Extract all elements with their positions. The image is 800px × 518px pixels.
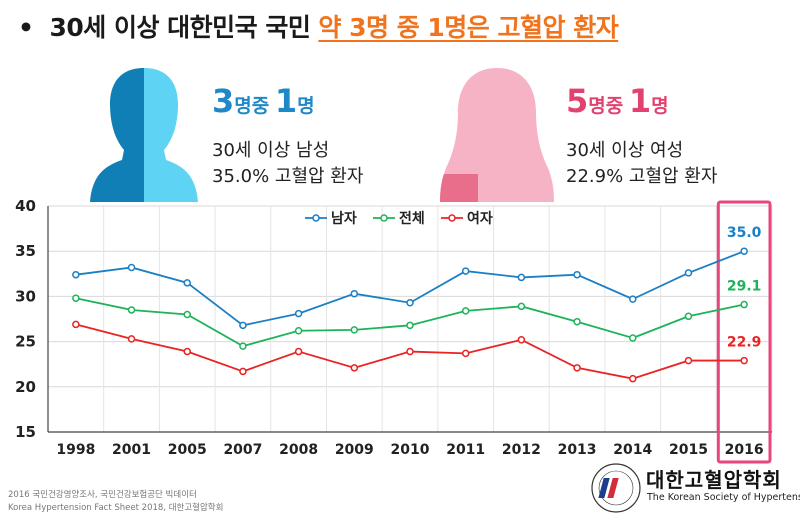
data-point [183, 310, 191, 319]
male-ratio-unit1: 명중 [234, 95, 270, 117]
legend-swatch-marker [312, 214, 320, 222]
data-point [573, 317, 581, 326]
data-point [127, 306, 136, 314]
female-ratio-unit1: 명중 [588, 95, 624, 117]
male-ratio-num1: 3 [212, 82, 235, 120]
source-note-2: Korea Hypertension Fact Sheet 2018, 대한고혈… [8, 503, 224, 513]
value-label: 22.9 [727, 335, 762, 351]
data-point [72, 270, 80, 279]
hypertension-line-chart: 15 20 25 30 35 40 1998 2001 2005 2007 2008 2009 2010… [15, 197, 773, 464]
female-ratio-num2: 1 [628, 82, 652, 120]
source-note-1: 2016 국민건강영양조사, 국민건강보험공단 빅데이터 [8, 490, 197, 500]
x-tick-label: 2015 [669, 442, 708, 458]
data-point [517, 273, 526, 282]
data-point [684, 312, 693, 321]
data-point [629, 334, 637, 342]
x-tick-label: 2008 [279, 442, 318, 458]
x-tick-label: 2005 [168, 442, 207, 458]
male-ratio-num2: 1 [274, 82, 298, 120]
male-desc-line2: 35.0% 고혈압 환자 [212, 166, 364, 187]
data-point [629, 374, 637, 383]
society-name-english: The Korean Society of Hypertension [647, 492, 800, 503]
female-desc-line2: 22.9% 고혈압 환자 [566, 166, 718, 187]
headline-prefix: 30세 이상 대한민국 국민 [49, 13, 311, 42]
data-point [517, 336, 526, 344]
y-tick-label: 40 [15, 197, 36, 215]
data-point [406, 347, 414, 356]
legend-label: 남자 [331, 210, 357, 227]
x-tick-label: 2016 [725, 442, 764, 458]
female-silhouette-icon [440, 68, 554, 202]
data-point [72, 320, 80, 329]
data-point [127, 263, 136, 272]
data-point [406, 298, 414, 307]
value-label: 29.1 [727, 279, 762, 295]
data-point [239, 367, 247, 376]
data-point [740, 247, 748, 255]
y-tick-label: 20 [15, 378, 36, 396]
y-tick-label: 15 [15, 423, 36, 441]
society-seal-icon [591, 463, 641, 513]
data-point [183, 347, 191, 356]
y-tick-label: 25 [15, 333, 36, 351]
data-point [684, 269, 693, 277]
male-ratio-unit2: 명 [297, 95, 315, 117]
data-point [684, 356, 693, 365]
female-ratio: 5명중 1명 [566, 82, 669, 120]
data-point [350, 289, 359, 298]
female-ratio-num1: 5 [566, 82, 589, 120]
male-desc-line1: 30세 이상 남성 [212, 140, 330, 161]
data-point [127, 335, 136, 343]
x-tick-label: 2009 [335, 442, 374, 458]
data-point [239, 321, 247, 330]
x-tick-label: 2007 [223, 442, 262, 458]
data-point [294, 327, 303, 335]
x-tick-label: 2013 [558, 442, 597, 458]
data-point [461, 267, 470, 275]
data-point [350, 326, 359, 334]
data-point [183, 279, 191, 287]
value-label: 35.0 [727, 225, 762, 241]
male-ratio: 3명중 1명 [212, 82, 315, 120]
legend-swatch-marker [380, 214, 388, 222]
page-headline: • 30세 이상 대한민국 국민 약 3명 중 1명은 고혈압 환자 [18, 8, 619, 48]
x-tick-label: 2010 [391, 442, 430, 458]
data-point [461, 307, 470, 315]
highlight-box-2016 [716, 200, 772, 464]
data-point [740, 356, 748, 365]
legend-swatch-marker [448, 214, 456, 222]
headline-highlight: 약 3명 중 1명은 고혈압 환자 [318, 13, 619, 42]
female-ratio-unit2: 명 [651, 95, 669, 117]
data-point [294, 347, 303, 356]
male-silhouette-icon [90, 68, 198, 202]
x-tick-label: 2014 [613, 442, 652, 458]
data-point [629, 295, 637, 303]
y-tick-label: 35 [15, 242, 36, 260]
data-point [239, 342, 247, 350]
data-point [294, 309, 303, 318]
data-point [461, 349, 470, 358]
data-point [72, 294, 80, 302]
x-tick-label: 1998 [56, 442, 95, 458]
data-point [517, 302, 526, 311]
female-desc-line1: 30세 이상 여성 [566, 140, 684, 161]
headline-bullet: • [18, 13, 34, 42]
x-tick-label: 2001 [112, 442, 151, 458]
legend-label: 여자 [467, 210, 493, 227]
y-tick-label: 30 [15, 287, 36, 305]
x-tick-label: 2012 [502, 442, 541, 458]
society-name-korean: 대한고혈압학회 [646, 468, 782, 492]
data-point [573, 364, 581, 372]
data-point [740, 300, 748, 309]
data-point [573, 270, 581, 279]
legend-label: 전체 [399, 210, 425, 227]
data-point [350, 364, 359, 372]
x-tick-label: 2011 [446, 442, 485, 458]
data-point [406, 321, 414, 330]
